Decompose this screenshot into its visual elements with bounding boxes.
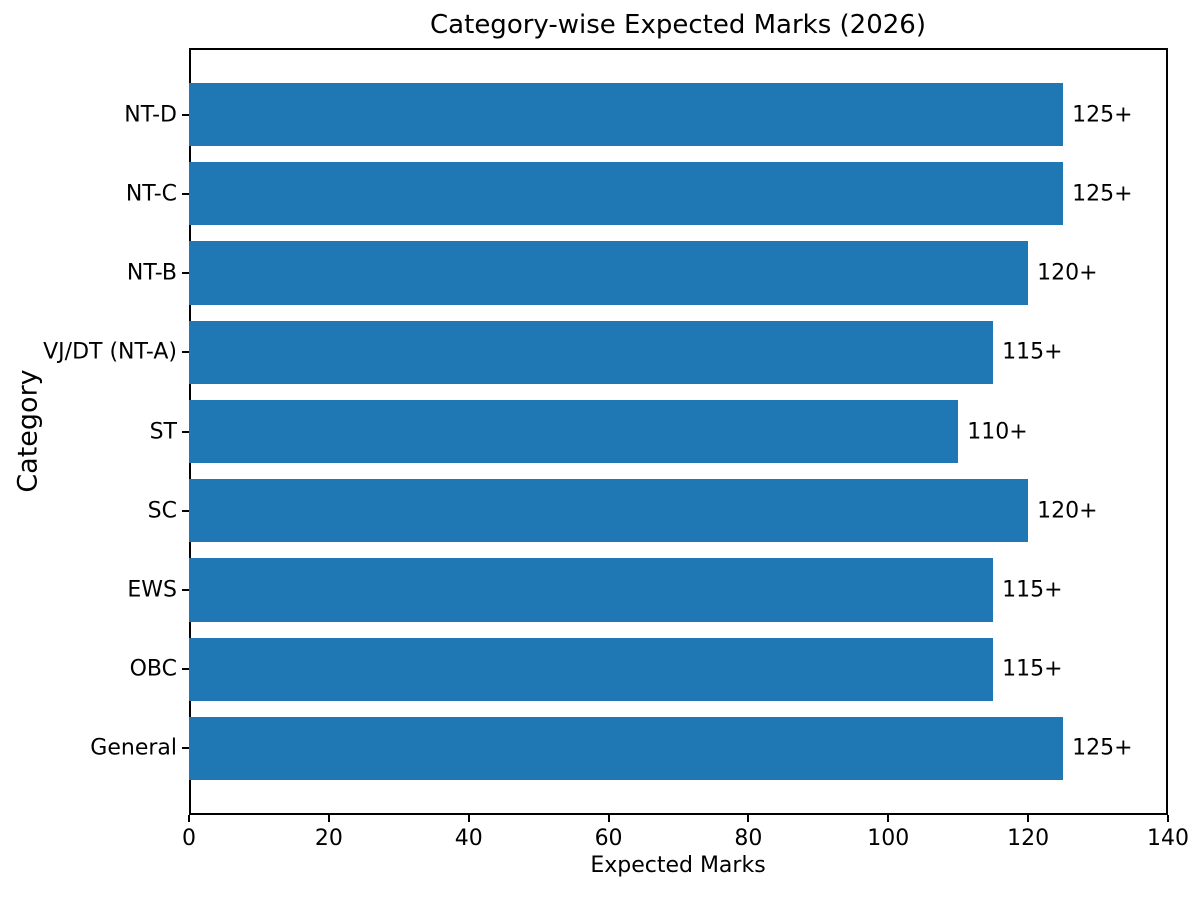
bar-value-label: 125+	[1072, 181, 1133, 207]
bar-nt-d	[189, 82, 1064, 147]
bar-sc	[189, 479, 1029, 543]
y-tick-label: General	[90, 735, 177, 761]
y-tick-mark	[182, 509, 189, 512]
bar-general	[189, 716, 1064, 781]
y-tick-mark	[182, 351, 189, 354]
y-tick-label: ST	[149, 419, 177, 444]
x-tick-mark	[747, 815, 750, 822]
y-tick-label: SC	[147, 498, 177, 524]
bar-nt-b	[189, 241, 1029, 305]
bar-value-label: 125+	[1072, 735, 1133, 761]
bar-obc	[189, 637, 994, 701]
y-tick-label: NT-D	[124, 102, 177, 128]
bar-nt-c	[189, 162, 1064, 226]
x-tick-mark	[327, 815, 330, 822]
bar-value-label: 110+	[967, 419, 1028, 444]
y-tick-label: EWS	[127, 577, 177, 603]
x-tick-label: 120	[1007, 826, 1050, 851]
y-tick-label: VJ/DT (NT-A)	[43, 339, 177, 365]
bar-value-label: 125+	[1072, 102, 1133, 128]
bar-value-label: 115+	[1002, 577, 1063, 603]
y-tick-mark	[182, 430, 189, 433]
bar-value-label: 115+	[1002, 656, 1063, 682]
x-tick-mark	[887, 815, 890, 822]
bar-value-label: 115+	[1002, 339, 1063, 365]
bar-value-label: 120+	[1037, 498, 1098, 524]
y-tick-mark	[182, 588, 189, 591]
y-tick-mark	[182, 192, 189, 195]
x-tick-mark	[467, 815, 470, 822]
y-tick-label: NT-C	[125, 181, 177, 207]
y-tick-label: NT-B	[126, 260, 177, 286]
x-tick-label: 20	[314, 826, 343, 851]
x-axis-label: Expected Marks	[590, 853, 766, 878]
y-tick-mark	[182, 747, 189, 750]
x-tick-label: 40	[454, 826, 483, 851]
x-tick-mark	[1027, 815, 1030, 822]
y-tick-mark	[182, 272, 189, 275]
x-tick-label: 60	[594, 826, 623, 851]
x-tick-mark	[1167, 815, 1169, 822]
bar-ews	[189, 558, 994, 622]
x-tick-label: 80	[734, 826, 763, 851]
chart-title: Category-wise Expected Marks (2026)	[430, 10, 926, 40]
x-tick-mark	[607, 815, 610, 822]
y-tick-mark	[182, 668, 189, 671]
x-tick-label: 0	[182, 826, 196, 851]
bar-vj-dt-nt-a-	[189, 320, 994, 384]
x-tick-label: 100	[867, 826, 910, 851]
bar-st	[189, 399, 959, 464]
y-tick-label: OBC	[129, 656, 177, 682]
x-tick-mark	[188, 815, 190, 822]
y-tick-mark	[182, 113, 189, 116]
bar-value-label: 120+	[1037, 260, 1098, 286]
x-tick-label: 140	[1147, 826, 1189, 851]
